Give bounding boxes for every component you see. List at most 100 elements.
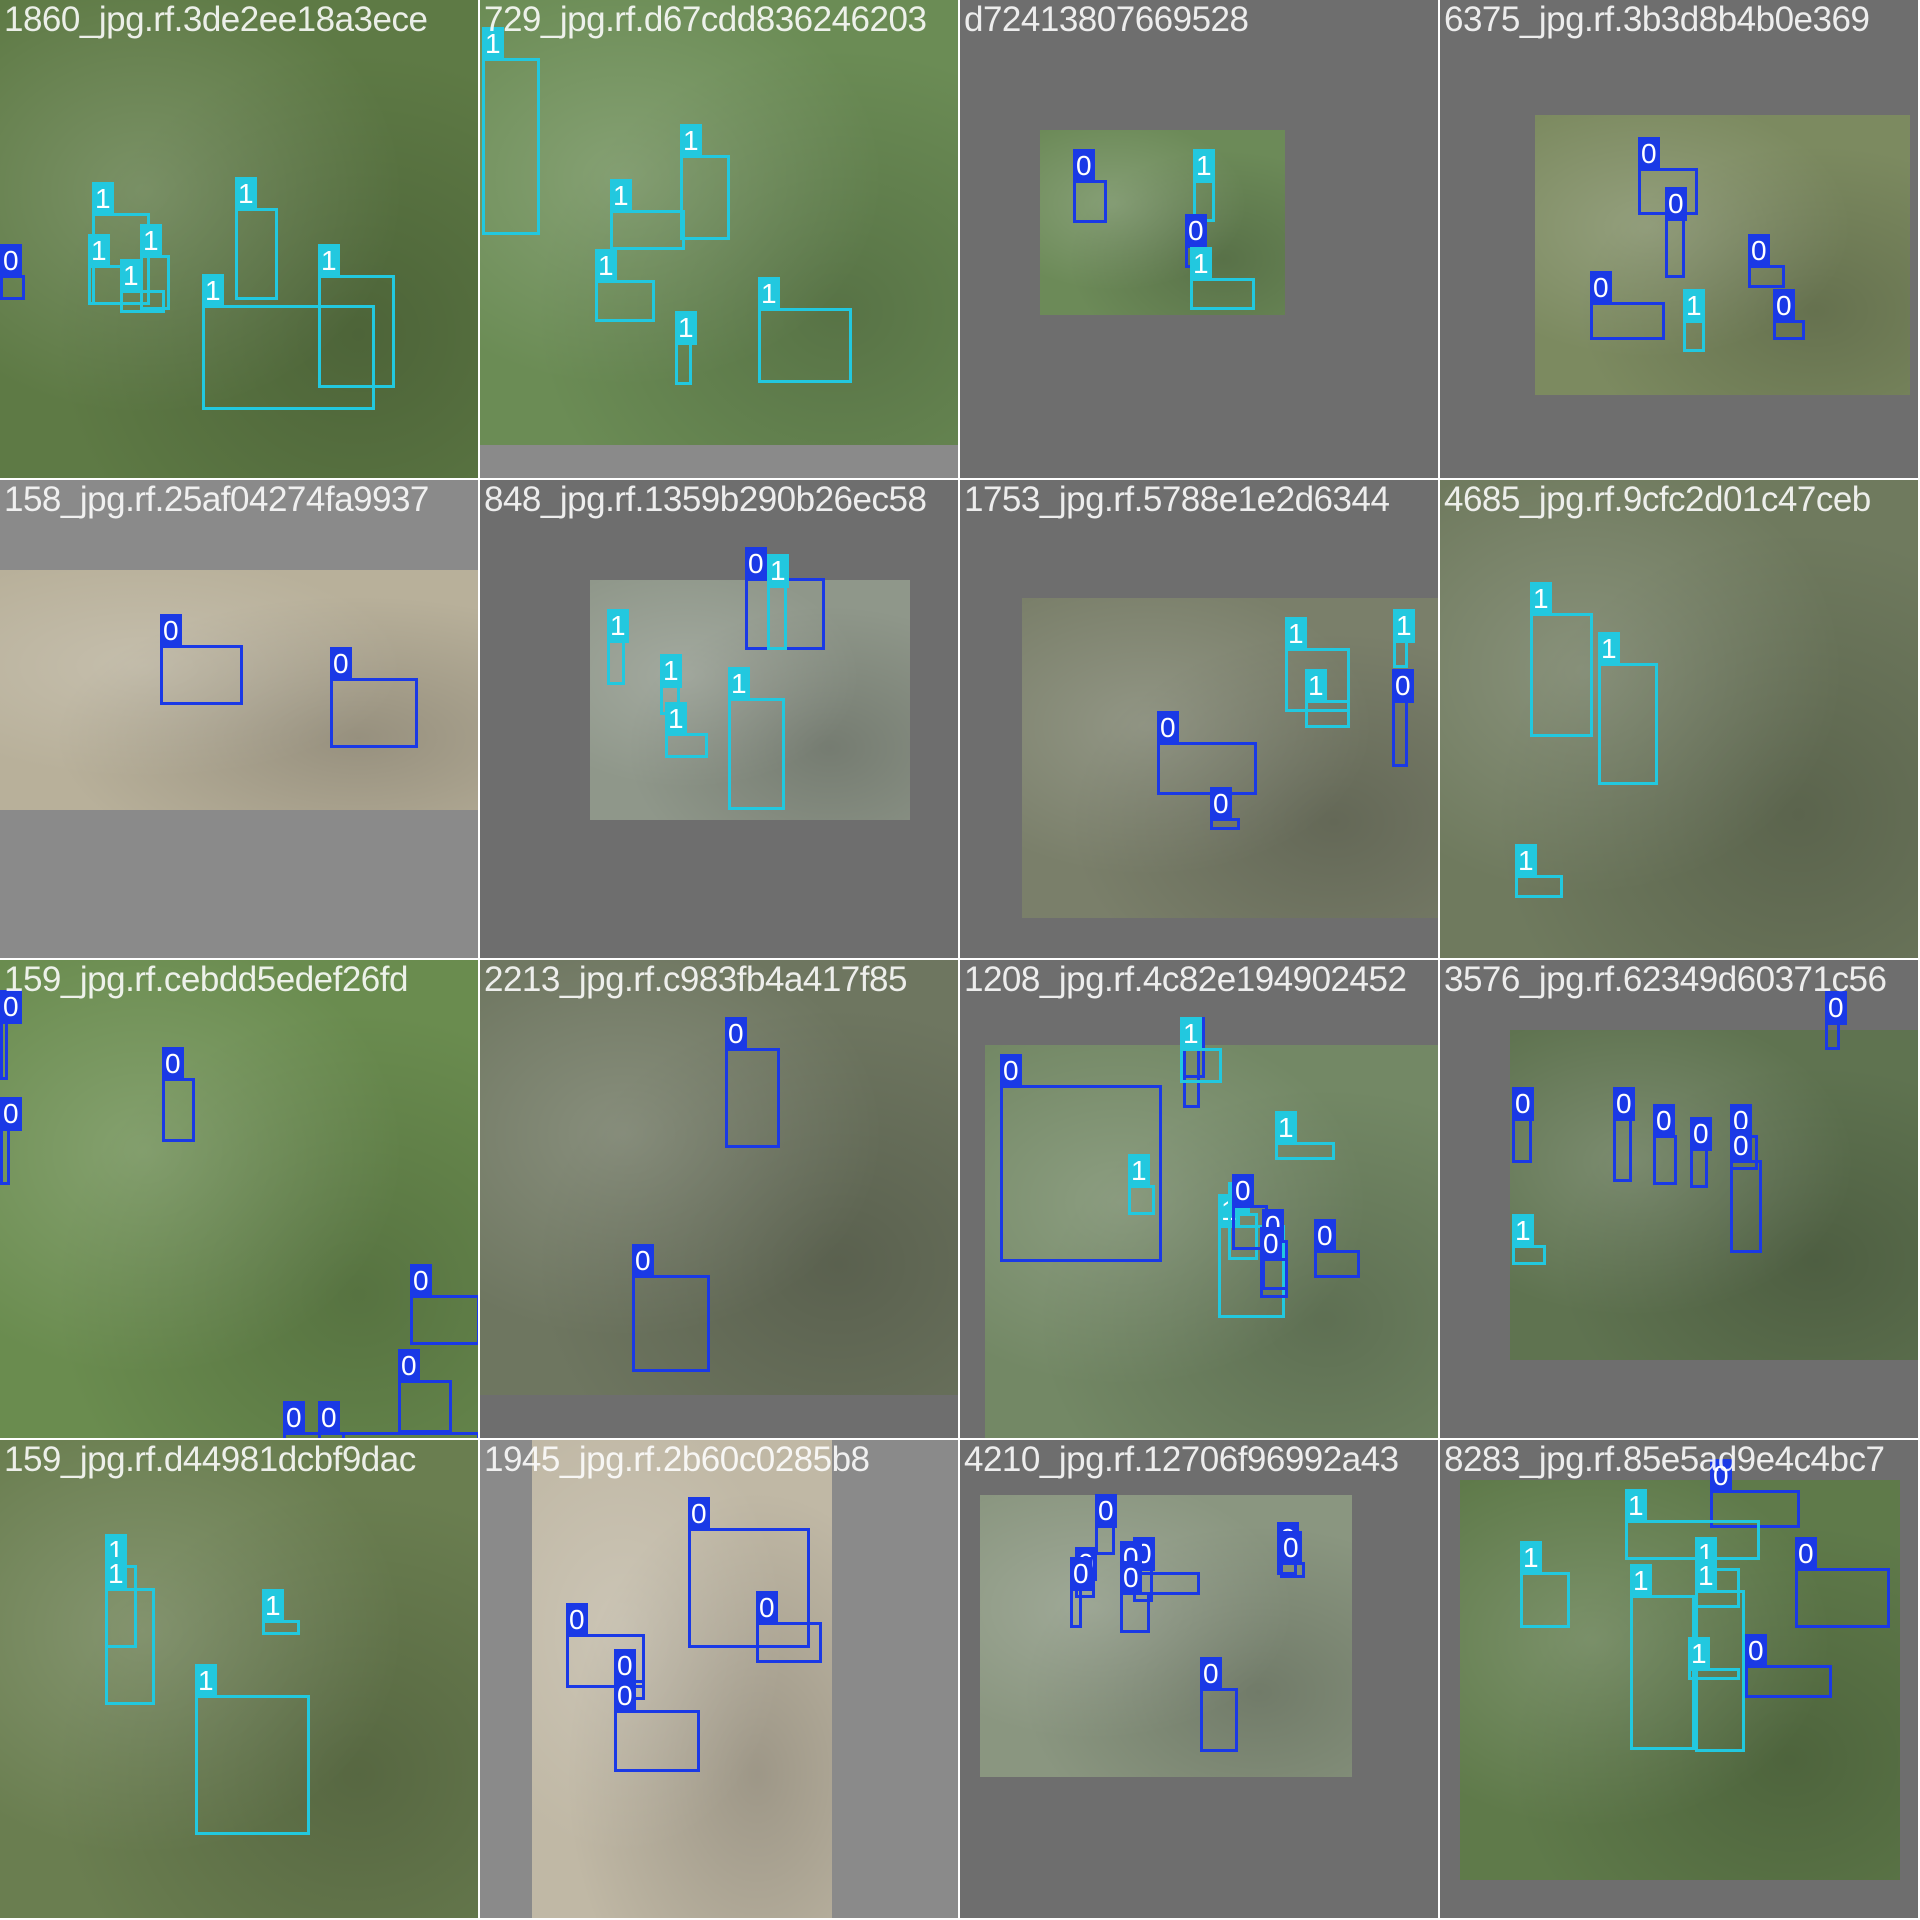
detection-box-class-0: 0 bbox=[1590, 271, 1665, 340]
detection-box-class-0: 0 bbox=[725, 1017, 780, 1148]
class-id-tag: 1 bbox=[1695, 1559, 1717, 1593]
detection-box-class-0: 0 bbox=[1730, 1129, 1762, 1253]
class-id-tag: 1 bbox=[1193, 149, 1215, 183]
detection-box-class-0: 0 bbox=[1120, 1561, 1150, 1633]
class-id-tag: 1 bbox=[1688, 1637, 1710, 1671]
class-id-tag: 1 bbox=[680, 124, 702, 158]
tile-filename-label: 158_jpg.rf.25af04274fa9937 bbox=[4, 480, 429, 519]
mosaic-tile: 159_jpg.rf.d44981dcbf9dac 1 1 1 1 bbox=[0, 1440, 478, 1918]
detection-box-class-1: 1 bbox=[235, 177, 278, 300]
tile-filename-label: 1753_jpg.rf.5788e1e2d6344 bbox=[964, 480, 1390, 519]
detection-box-class-1: 1 bbox=[1190, 247, 1255, 310]
class-id-tag: 0 bbox=[1314, 1219, 1336, 1253]
class-id-tag: 0 bbox=[1748, 234, 1770, 268]
mosaic-tile: 848_jpg.rf.1359b290b26ec58 0 1 1 1 1 1 bbox=[480, 480, 958, 958]
detection-box-class-1: 1 bbox=[1285, 617, 1350, 712]
detection-box-class-1: 1 bbox=[195, 1664, 310, 1835]
detection-box-class-1: 1 bbox=[318, 244, 395, 388]
class-id-tag: 0 bbox=[160, 614, 182, 648]
class-id-tag: 0 bbox=[1730, 1129, 1752, 1163]
detection-box-class-0: 0 bbox=[0, 1097, 22, 1185]
class-id-tag: 0 bbox=[745, 547, 767, 581]
class-id-tag: 1 bbox=[105, 1557, 127, 1591]
detection-box-class-1: 1 bbox=[1512, 1214, 1546, 1265]
detection-box-class-1: 1 bbox=[610, 179, 685, 250]
class-id-tag: 1 bbox=[1520, 1541, 1542, 1575]
detection-box-class-0: 0 bbox=[1392, 669, 1414, 767]
class-id-tag: 1 bbox=[1515, 844, 1537, 878]
class-id-tag: 1 bbox=[1598, 632, 1620, 666]
detection-box-class-1: 1 bbox=[1688, 1637, 1740, 1680]
detection-box-class-1: 1 bbox=[105, 1557, 155, 1705]
class-id-tag: 1 bbox=[88, 234, 110, 268]
detection-box-class-1: 1 bbox=[665, 702, 708, 758]
detection-box-class-1: 1 bbox=[262, 1589, 300, 1635]
class-id-tag: 0 bbox=[1095, 1494, 1117, 1528]
detection-box-class-0: 0 bbox=[1825, 991, 1847, 1050]
detection-box-class-1: 1 bbox=[767, 554, 789, 650]
class-id-tag: 0 bbox=[1073, 149, 1095, 183]
cucumber-plant-photo bbox=[985, 1045, 1438, 1438]
class-id-tag: 0 bbox=[632, 1244, 654, 1278]
detection-box-class-0: 0 bbox=[1314, 1219, 1360, 1278]
detection-box-class-1: 1 bbox=[660, 654, 682, 715]
detection-box-class-0: 0 bbox=[1653, 1104, 1677, 1185]
class-id-tag: 1 bbox=[318, 244, 340, 278]
class-id-tag: 0 bbox=[1710, 1459, 1732, 1493]
cucumber-plant-photo bbox=[1510, 1030, 1918, 1360]
cucumber-plant-photo bbox=[0, 570, 478, 810]
class-id-tag: 1 bbox=[202, 274, 224, 308]
detection-box-class-0: 0 bbox=[398, 1349, 452, 1433]
class-id-tag: 0 bbox=[0, 244, 22, 278]
detection-box-class-1: 1 bbox=[88, 234, 123, 305]
detection-box-class-0: 0 bbox=[632, 1244, 710, 1372]
class-id-tag: 1 bbox=[607, 609, 629, 643]
class-id-tag: 0 bbox=[1690, 1117, 1712, 1151]
class-id-tag: 0 bbox=[162, 1047, 184, 1081]
detection-box-class-0: 0 bbox=[1095, 1494, 1117, 1555]
class-id-tag: 1 bbox=[195, 1664, 217, 1698]
detection-box-class-1: 1 bbox=[1683, 289, 1705, 352]
detection-box-class-1: 1 bbox=[1695, 1559, 1745, 1752]
detection-box-class-1: 1 bbox=[758, 277, 852, 383]
detection-box-class-0: 0 bbox=[410, 1264, 478, 1345]
class-id-tag: 0 bbox=[756, 1591, 778, 1625]
class-id-tag: 0 bbox=[1745, 1634, 1767, 1668]
class-id-tag: 1 bbox=[1683, 289, 1705, 323]
cucumber-plant-photo bbox=[532, 1440, 832, 1918]
mosaic-tile: 4685_jpg.rf.9cfc2d01c47ceb 1 1 1 bbox=[1440, 480, 1918, 958]
class-id-tag: 0 bbox=[1653, 1104, 1675, 1138]
class-id-tag: 0 bbox=[1590, 271, 1612, 305]
detection-box-class-1: 1 bbox=[680, 124, 730, 240]
detection-box-class-0: 0 bbox=[1512, 1087, 1534, 1163]
cucumber-plant-photo bbox=[480, 0, 958, 445]
cucumber-plant-photo bbox=[480, 960, 958, 1395]
tile-filename-label: 1208_jpg.rf.4c82e194902452 bbox=[964, 960, 1407, 999]
class-id-tag: 0 bbox=[1210, 787, 1232, 821]
detection-box-class-0: 0 bbox=[1613, 1087, 1635, 1182]
class-id-tag: 1 bbox=[1128, 1154, 1150, 1188]
cucumber-plant-photo bbox=[1535, 115, 1910, 395]
class-id-tag: 1 bbox=[1512, 1214, 1534, 1248]
detection-box-class-0: 0 bbox=[614, 1679, 700, 1772]
class-id-tag: 1 bbox=[1180, 1017, 1202, 1051]
tile-filename-label: 8283_jpg.rf.85e5ad9e4c4bc7 bbox=[1444, 1440, 1885, 1479]
class-id-tag: 1 bbox=[1305, 669, 1327, 703]
class-id-tag: 0 bbox=[1070, 1557, 1092, 1591]
class-id-tag: 1 bbox=[1625, 1489, 1647, 1523]
cucumber-plant-photo bbox=[1440, 480, 1918, 958]
detection-box-class-1: 1 bbox=[1520, 1541, 1570, 1628]
mosaic-tile: 1208_jpg.rf.4c82e194902452001011110000 bbox=[960, 960, 1438, 1438]
detection-box-class-1: 1 bbox=[482, 27, 540, 235]
class-id-tag: 0 bbox=[1120, 1561, 1142, 1595]
detection-box-class-0: 0 bbox=[1665, 187, 1687, 278]
tile-filename-label: 6375_jpg.rf.3b3d8b4b0e369 bbox=[1444, 0, 1870, 39]
class-id-tag: 1 bbox=[120, 259, 142, 293]
class-id-tag: 0 bbox=[1185, 214, 1207, 248]
mosaic-tile: 1860_jpg.rf.3de2ee18a3ece 0 1 1 1 1 1 1 1 bbox=[0, 0, 478, 478]
detection-box-class-0: 0 bbox=[688, 1497, 810, 1648]
detection-box-class-1: 1 bbox=[1275, 1111, 1335, 1160]
detection-box-class-0: 0 bbox=[1280, 1531, 1305, 1578]
class-id-tag: 0 bbox=[1000, 1054, 1022, 1088]
mosaic-tile: 8283_jpg.rf.85e5ad9e4c4bc7 0 1 1 1 0 1 1 1 0 bbox=[1440, 1440, 1918, 1918]
